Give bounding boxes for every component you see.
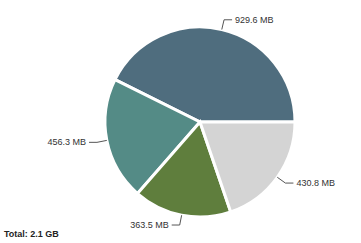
svg-text:929.6 MB: 929.6 MB [235, 15, 274, 25]
svg-text:456.3 MB: 456.3 MB [47, 137, 86, 147]
svg-text:430.8 MB: 430.8 MB [296, 178, 335, 188]
svg-text:363.5 MB: 363.5 MB [130, 220, 169, 230]
html-text:Total: 2.1 GB: Total: 2.1 GB [4, 229, 59, 239]
